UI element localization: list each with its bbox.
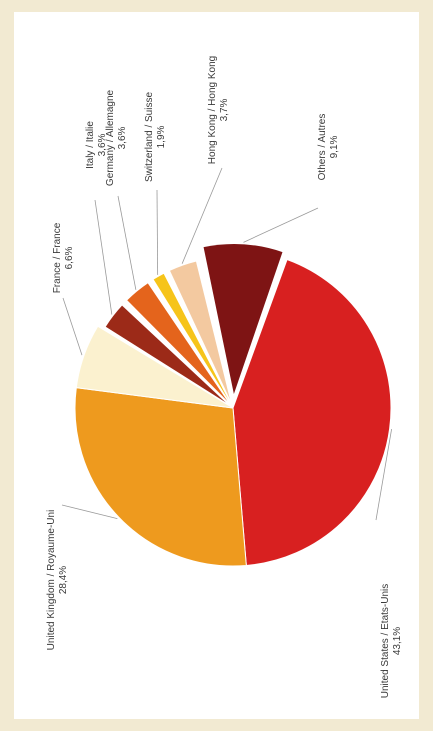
pie-slice-germany: [127, 283, 228, 402]
slice-value: 6,6%: [64, 246, 75, 269]
pie-slices: [74, 244, 392, 567]
slice-label: France / France: [52, 222, 63, 293]
pie-slice-italy: [105, 305, 226, 403]
label-switzerland: Switzerland / Suisse 1,9%: [144, 92, 167, 182]
label-others: Others / Autres 9,1%: [317, 114, 340, 181]
slice-label: United Kingdom / Royaume-Uni: [46, 510, 57, 651]
slice-value: 3,6%: [117, 126, 128, 149]
pie-slice-hong-kong: [170, 261, 231, 400]
slice-value: 3,7%: [219, 98, 230, 121]
pie-slice-france: [75, 325, 234, 409]
slice-label: Switzerland / Suisse: [144, 92, 155, 182]
leader-line: [181, 167, 223, 264]
pie-slice-switzerland: [153, 273, 229, 401]
leader-line: [62, 297, 83, 356]
leader-line: [156, 189, 159, 275]
label-hong-kong: Hong Kong / Hong Kong 3,7%: [207, 56, 230, 164]
label-italy: Italy / Italie 3,6%: [85, 121, 108, 169]
slice-label: Italy / Italie: [85, 121, 96, 169]
slice-value: 9,1%: [329, 135, 340, 158]
label-germany: Germany / Allemagne 3,6%: [105, 89, 128, 186]
slice-label: Hong Kong / Hong Kong: [207, 56, 218, 164]
leader-lines: [61, 167, 392, 521]
label-united-kingdom: United Kingdom / Royaume-Uni 28,4%: [46, 510, 69, 651]
slice-value: 1,9%: [156, 125, 167, 148]
leader-line: [94, 199, 113, 315]
pie-slice-others: [203, 244, 283, 395]
label-france: France / France 6,6%: [52, 222, 75, 293]
slice-label: Germany / Allemagne: [105, 89, 116, 186]
leader-line: [375, 429, 392, 521]
slice-value: 28,4%: [58, 566, 69, 594]
leader-line: [117, 195, 137, 290]
pie-slice-united-kingdom: [74, 387, 247, 567]
slice-label: United States / Etats-Unis: [380, 584, 391, 699]
slice-value: 43,1%: [392, 627, 403, 655]
leader-line: [243, 207, 319, 243]
leader-line: [61, 504, 118, 519]
pie-slice-united-states: [232, 258, 392, 566]
slice-label: Others / Autres: [317, 114, 328, 181]
label-united-states: United States / Etats-Unis 43,1%: [380, 584, 403, 699]
slice-value: 3,6%: [97, 133, 108, 156]
